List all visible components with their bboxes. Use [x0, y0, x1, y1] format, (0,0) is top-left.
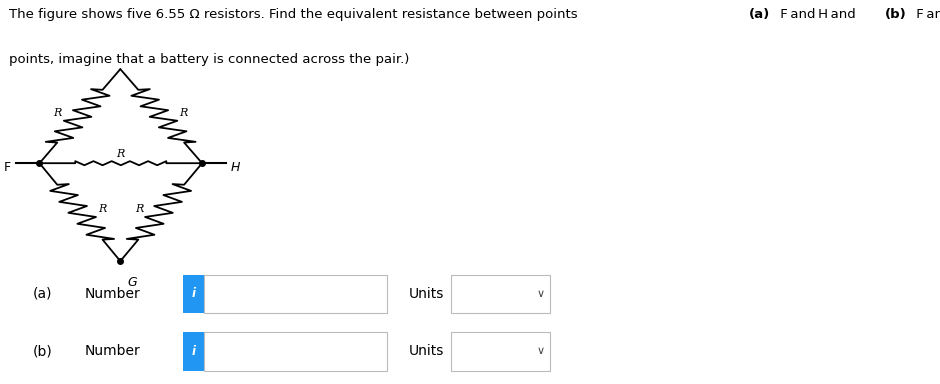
- FancyBboxPatch shape: [451, 275, 550, 313]
- Text: F and H and: F and H and: [776, 8, 860, 22]
- Text: F: F: [4, 161, 11, 174]
- Text: (a): (a): [748, 8, 770, 22]
- FancyBboxPatch shape: [183, 275, 204, 313]
- Text: points, imagine that a battery is connected across the pair.): points, imagine that a battery is connec…: [9, 53, 410, 66]
- Text: The figure shows five 6.55 Ω resistors. Find the equivalent resistance between p: The figure shows five 6.55 Ω resistors. …: [9, 8, 582, 22]
- Text: i: i: [192, 287, 196, 300]
- Text: Units: Units: [409, 344, 445, 358]
- Text: R: R: [180, 108, 188, 118]
- Text: G: G: [128, 276, 137, 290]
- Text: Number: Number: [85, 287, 140, 301]
- Text: ∨: ∨: [537, 289, 544, 299]
- Text: R: R: [117, 149, 125, 159]
- FancyBboxPatch shape: [183, 332, 204, 371]
- Text: (b): (b): [885, 8, 906, 22]
- Text: i: i: [192, 345, 196, 358]
- Text: Units: Units: [409, 287, 445, 301]
- Text: F and G. (: F and G. (: [913, 8, 940, 22]
- FancyBboxPatch shape: [204, 332, 387, 371]
- Text: (b): (b): [33, 344, 53, 358]
- Text: H: H: [230, 161, 240, 174]
- FancyBboxPatch shape: [451, 332, 550, 371]
- Text: R: R: [134, 204, 143, 214]
- Text: (a): (a): [33, 287, 53, 301]
- Text: Number: Number: [85, 344, 140, 358]
- Text: R: R: [54, 108, 62, 118]
- Text: R: R: [98, 204, 106, 214]
- Text: ∨: ∨: [537, 346, 544, 356]
- FancyBboxPatch shape: [204, 275, 387, 313]
